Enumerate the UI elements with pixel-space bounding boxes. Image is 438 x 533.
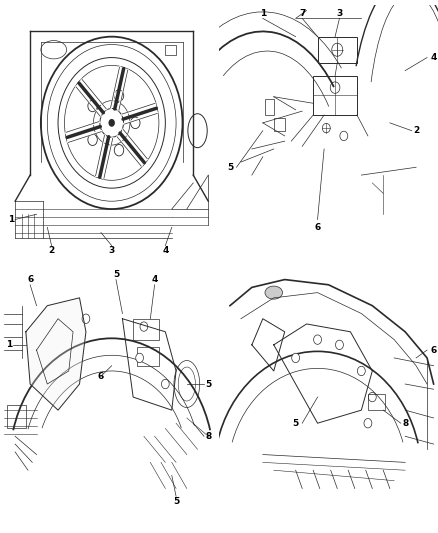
Text: 5: 5	[173, 497, 179, 506]
Text: 8: 8	[402, 419, 408, 427]
Circle shape	[357, 366, 365, 376]
Circle shape	[364, 418, 372, 428]
Circle shape	[88, 134, 97, 146]
Text: 6: 6	[98, 372, 104, 381]
Circle shape	[82, 314, 90, 324]
Text: 2: 2	[49, 246, 55, 255]
Bar	[138, 348, 159, 366]
Circle shape	[114, 144, 124, 156]
Text: 6: 6	[27, 275, 33, 284]
Circle shape	[314, 335, 321, 344]
Text: 2: 2	[413, 126, 419, 135]
Text: 1: 1	[6, 341, 12, 349]
Circle shape	[336, 340, 343, 350]
Bar	[313, 76, 357, 115]
Bar	[318, 37, 357, 63]
Bar	[368, 394, 385, 410]
Text: 5: 5	[227, 163, 233, 172]
Text: 4: 4	[162, 246, 169, 255]
Text: 6: 6	[314, 223, 321, 232]
Text: 6: 6	[431, 345, 437, 354]
Text: 5: 5	[293, 419, 299, 427]
Bar	[7, 405, 26, 429]
Text: 4: 4	[431, 53, 437, 62]
Circle shape	[88, 100, 97, 112]
Circle shape	[292, 353, 300, 362]
Text: 5: 5	[113, 270, 119, 279]
Polygon shape	[26, 298, 86, 410]
Bar	[133, 319, 159, 340]
Circle shape	[140, 322, 148, 332]
Circle shape	[368, 392, 376, 402]
Bar	[166, 45, 176, 55]
Bar	[274, 118, 285, 131]
Text: 3: 3	[109, 246, 115, 255]
Circle shape	[109, 119, 115, 127]
Ellipse shape	[265, 286, 283, 299]
Circle shape	[131, 117, 140, 128]
Text: 1: 1	[260, 9, 266, 18]
Bar	[265, 99, 274, 115]
Text: 5: 5	[205, 379, 212, 389]
Text: 4: 4	[152, 275, 158, 284]
Text: 1: 1	[8, 215, 14, 224]
Text: 8: 8	[205, 432, 212, 441]
Circle shape	[114, 90, 124, 101]
Circle shape	[162, 379, 169, 389]
Text: 3: 3	[336, 9, 343, 18]
Circle shape	[136, 353, 144, 362]
Text: 7: 7	[299, 9, 305, 18]
